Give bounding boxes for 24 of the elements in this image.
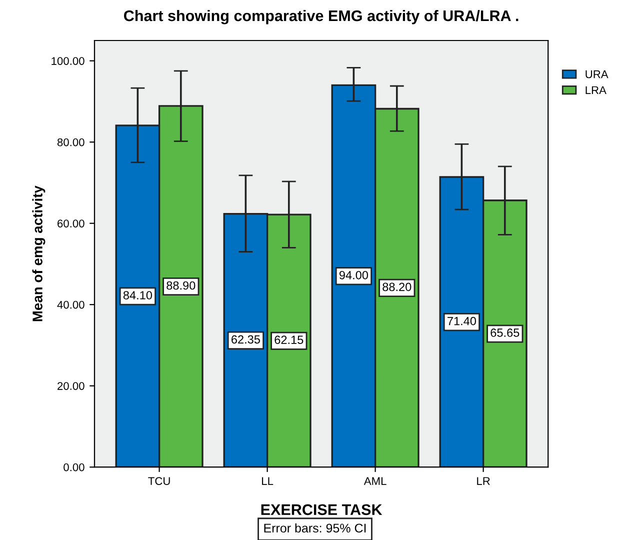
x-tick-label: LR	[477, 477, 490, 485]
y-tick-label: 40.00	[57, 300, 84, 309]
data-label: 65.65	[490, 328, 520, 337]
x-tick-label: AML	[364, 477, 386, 485]
legend-label: LRA	[586, 86, 606, 94]
y-tick-label: 100.00	[52, 57, 84, 65]
y-tick-label: 20.00	[58, 382, 84, 390]
data-label: 71.40	[448, 316, 476, 326]
x-tick-label: TCU	[148, 477, 170, 485]
x-axis-title: EXERCISE TASK	[261, 504, 382, 516]
data-label: 62.35	[232, 335, 260, 344]
data-label: 88.90	[166, 281, 196, 290]
y-tick-label: 80.00	[57, 138, 84, 146]
data-label: 88.20	[382, 282, 412, 292]
y-tick-label: 60.00	[58, 220, 84, 228]
chart-title: Chart showing comparative EMG activity of URA/LRA .	[124, 10, 518, 24]
text: Error bars: 95% CI	[264, 523, 366, 533]
y-tick-label: 0.00	[64, 463, 84, 472]
y-axis-title: Mean of emg activity	[32, 186, 46, 322]
legend-label: URA	[586, 70, 608, 78]
data-label: 62.15	[274, 336, 304, 344]
data-label: 94.00	[339, 270, 368, 280]
data-label: 84.10	[123, 291, 152, 300]
x-tick-label: LL	[262, 477, 274, 485]
